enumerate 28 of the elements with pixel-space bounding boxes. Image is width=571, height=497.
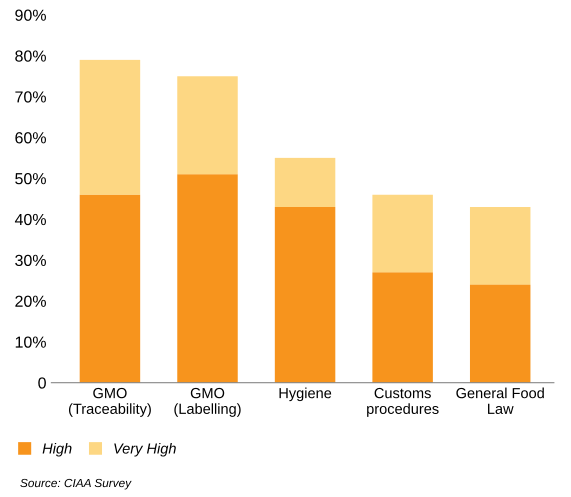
bar — [177, 174, 238, 383]
bar — [470, 284, 530, 383]
bar — [274, 206, 336, 383]
y-tick-label: 10% — [16, 336, 46, 348]
y-tick-label: 60% — [15, 132, 46, 144]
y-tick-label: 90% — [15, 10, 46, 21]
x-tick-label: Customs procedures — [367, 388, 439, 417]
y-tick-label: 70% — [15, 91, 46, 103]
y-tick-label: 40% — [14, 214, 46, 226]
bar — [372, 194, 433, 272]
y-tick-label: 0 — [38, 377, 46, 389]
source-note: Source: CIAA Survey — [20, 478, 132, 490]
x-tick-label: Hygiene — [280, 388, 332, 402]
legend-label: High — [42, 442, 72, 457]
bar — [372, 272, 433, 383]
y-tick-label: 80% — [15, 50, 46, 62]
legend-label: Very High — [114, 442, 176, 457]
bar — [274, 158, 336, 207]
y-tick-label: 20% — [15, 296, 46, 307]
y-tick-label: 50% — [15, 173, 46, 184]
x-tick-label: GMO (Traceability) — [68, 388, 151, 417]
bar — [177, 76, 238, 174]
x-tick-label: General Food Law — [456, 388, 544, 414]
x-tick-label: GMO (Labelling) — [174, 388, 241, 417]
bar — [470, 206, 530, 285]
y-tick-label: 30% — [15, 254, 46, 266]
bar — [80, 60, 140, 195]
bar — [80, 194, 140, 383]
